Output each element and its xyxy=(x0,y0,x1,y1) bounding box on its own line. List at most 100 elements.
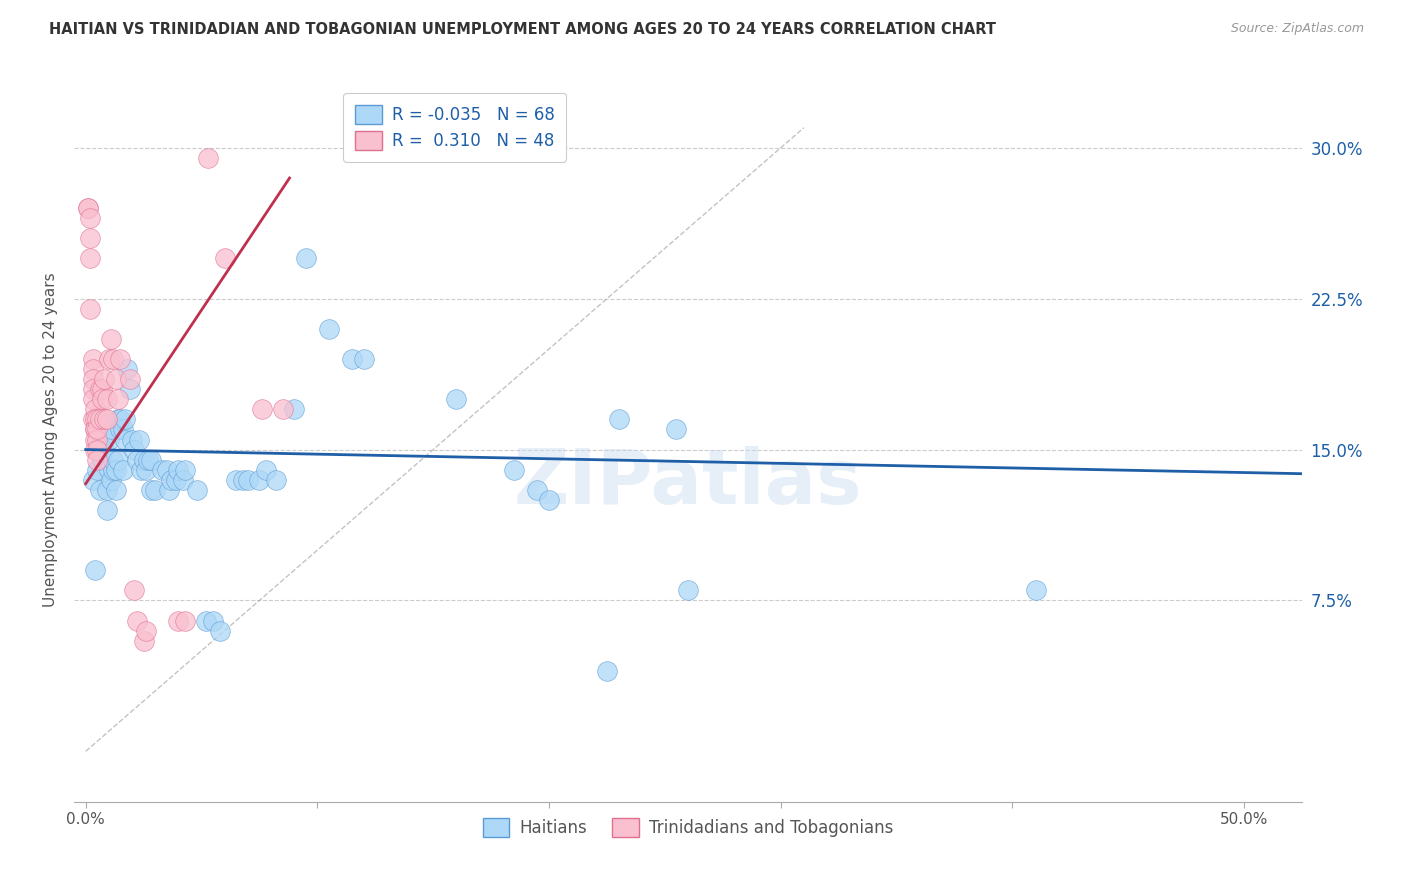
Point xyxy=(82,372,104,386)
Point xyxy=(249,473,271,487)
Point xyxy=(202,614,225,628)
Point xyxy=(90,452,112,467)
Point xyxy=(82,412,104,426)
Point xyxy=(89,412,111,426)
Point xyxy=(104,372,127,386)
Point xyxy=(82,473,104,487)
Point xyxy=(174,614,197,628)
Point xyxy=(214,252,236,266)
Point xyxy=(114,412,136,426)
Point xyxy=(84,402,107,417)
Point xyxy=(107,412,129,426)
Point xyxy=(77,201,100,215)
Point xyxy=(139,483,162,497)
Point xyxy=(174,463,197,477)
Point xyxy=(79,252,101,266)
Point xyxy=(96,412,118,426)
Point xyxy=(79,301,101,316)
Point xyxy=(157,483,180,497)
Point xyxy=(86,463,108,477)
Point xyxy=(225,473,247,487)
Point xyxy=(665,422,688,436)
Point xyxy=(340,352,363,367)
Point xyxy=(167,463,190,477)
Text: HAITIAN VS TRINIDADIAN AND TOBAGONIAN UNEMPLOYMENT AMONG AGES 20 TO 24 YEARS COR: HAITIAN VS TRINIDADIAN AND TOBAGONIAN UN… xyxy=(49,22,997,37)
Point xyxy=(294,252,316,266)
Point xyxy=(82,382,104,396)
Point xyxy=(160,473,183,487)
Point xyxy=(156,463,179,477)
Point xyxy=(104,483,127,497)
Point xyxy=(132,633,155,648)
Point xyxy=(118,372,141,386)
Point xyxy=(125,452,148,467)
Point xyxy=(86,452,108,467)
Point xyxy=(195,614,218,628)
Point xyxy=(165,473,187,487)
Point xyxy=(82,352,104,367)
Point xyxy=(150,463,173,477)
Point xyxy=(503,463,526,477)
Point xyxy=(84,433,107,447)
Point xyxy=(135,463,157,477)
Point xyxy=(84,422,107,436)
Point xyxy=(110,352,132,367)
Y-axis label: Unemployment Among Ages 20 to 24 years: Unemployment Among Ages 20 to 24 years xyxy=(44,272,58,607)
Point xyxy=(84,412,107,426)
Legend: Haitians, Trinidadians and Tobagonians: Haitians, Trinidadians and Tobagonians xyxy=(477,812,900,844)
Point xyxy=(89,483,111,497)
Point xyxy=(82,362,104,376)
Point xyxy=(526,483,548,497)
Point xyxy=(103,452,125,467)
Point xyxy=(318,322,340,336)
Point xyxy=(103,352,125,367)
Point xyxy=(103,463,125,477)
Point xyxy=(283,402,305,417)
Point xyxy=(124,442,146,457)
Point xyxy=(84,563,107,577)
Point xyxy=(128,433,150,447)
Point xyxy=(96,503,118,517)
Point xyxy=(100,332,122,346)
Point xyxy=(197,151,219,165)
Point xyxy=(93,372,115,386)
Point xyxy=(97,463,120,477)
Point xyxy=(79,211,101,226)
Point xyxy=(125,614,148,628)
Point xyxy=(82,392,104,407)
Point xyxy=(86,442,108,457)
Point xyxy=(86,422,108,436)
Point xyxy=(676,583,699,598)
Point xyxy=(114,433,136,447)
Text: ZIPatlas: ZIPatlas xyxy=(513,446,862,520)
Point xyxy=(86,412,108,426)
Point xyxy=(129,463,152,477)
Point xyxy=(77,201,100,215)
Point xyxy=(84,442,107,457)
Point xyxy=(89,382,111,396)
Point xyxy=(90,392,112,407)
Point xyxy=(118,382,141,396)
Point xyxy=(100,473,122,487)
Point xyxy=(79,231,101,245)
Point xyxy=(90,382,112,396)
Point xyxy=(136,452,159,467)
Point xyxy=(250,402,273,417)
Point xyxy=(84,422,107,436)
Text: Source: ZipAtlas.com: Source: ZipAtlas.com xyxy=(1230,22,1364,36)
Point xyxy=(254,463,277,477)
Point xyxy=(100,422,122,436)
Point xyxy=(209,624,232,638)
Point xyxy=(596,664,619,678)
Point xyxy=(132,452,155,467)
Point xyxy=(121,433,143,447)
Point xyxy=(1024,583,1046,598)
Point xyxy=(96,483,118,497)
Point xyxy=(236,473,259,487)
Point xyxy=(232,473,254,487)
Point xyxy=(143,483,166,497)
Point xyxy=(93,412,115,426)
Point xyxy=(107,392,129,407)
Point xyxy=(135,624,157,638)
Point xyxy=(607,412,630,426)
